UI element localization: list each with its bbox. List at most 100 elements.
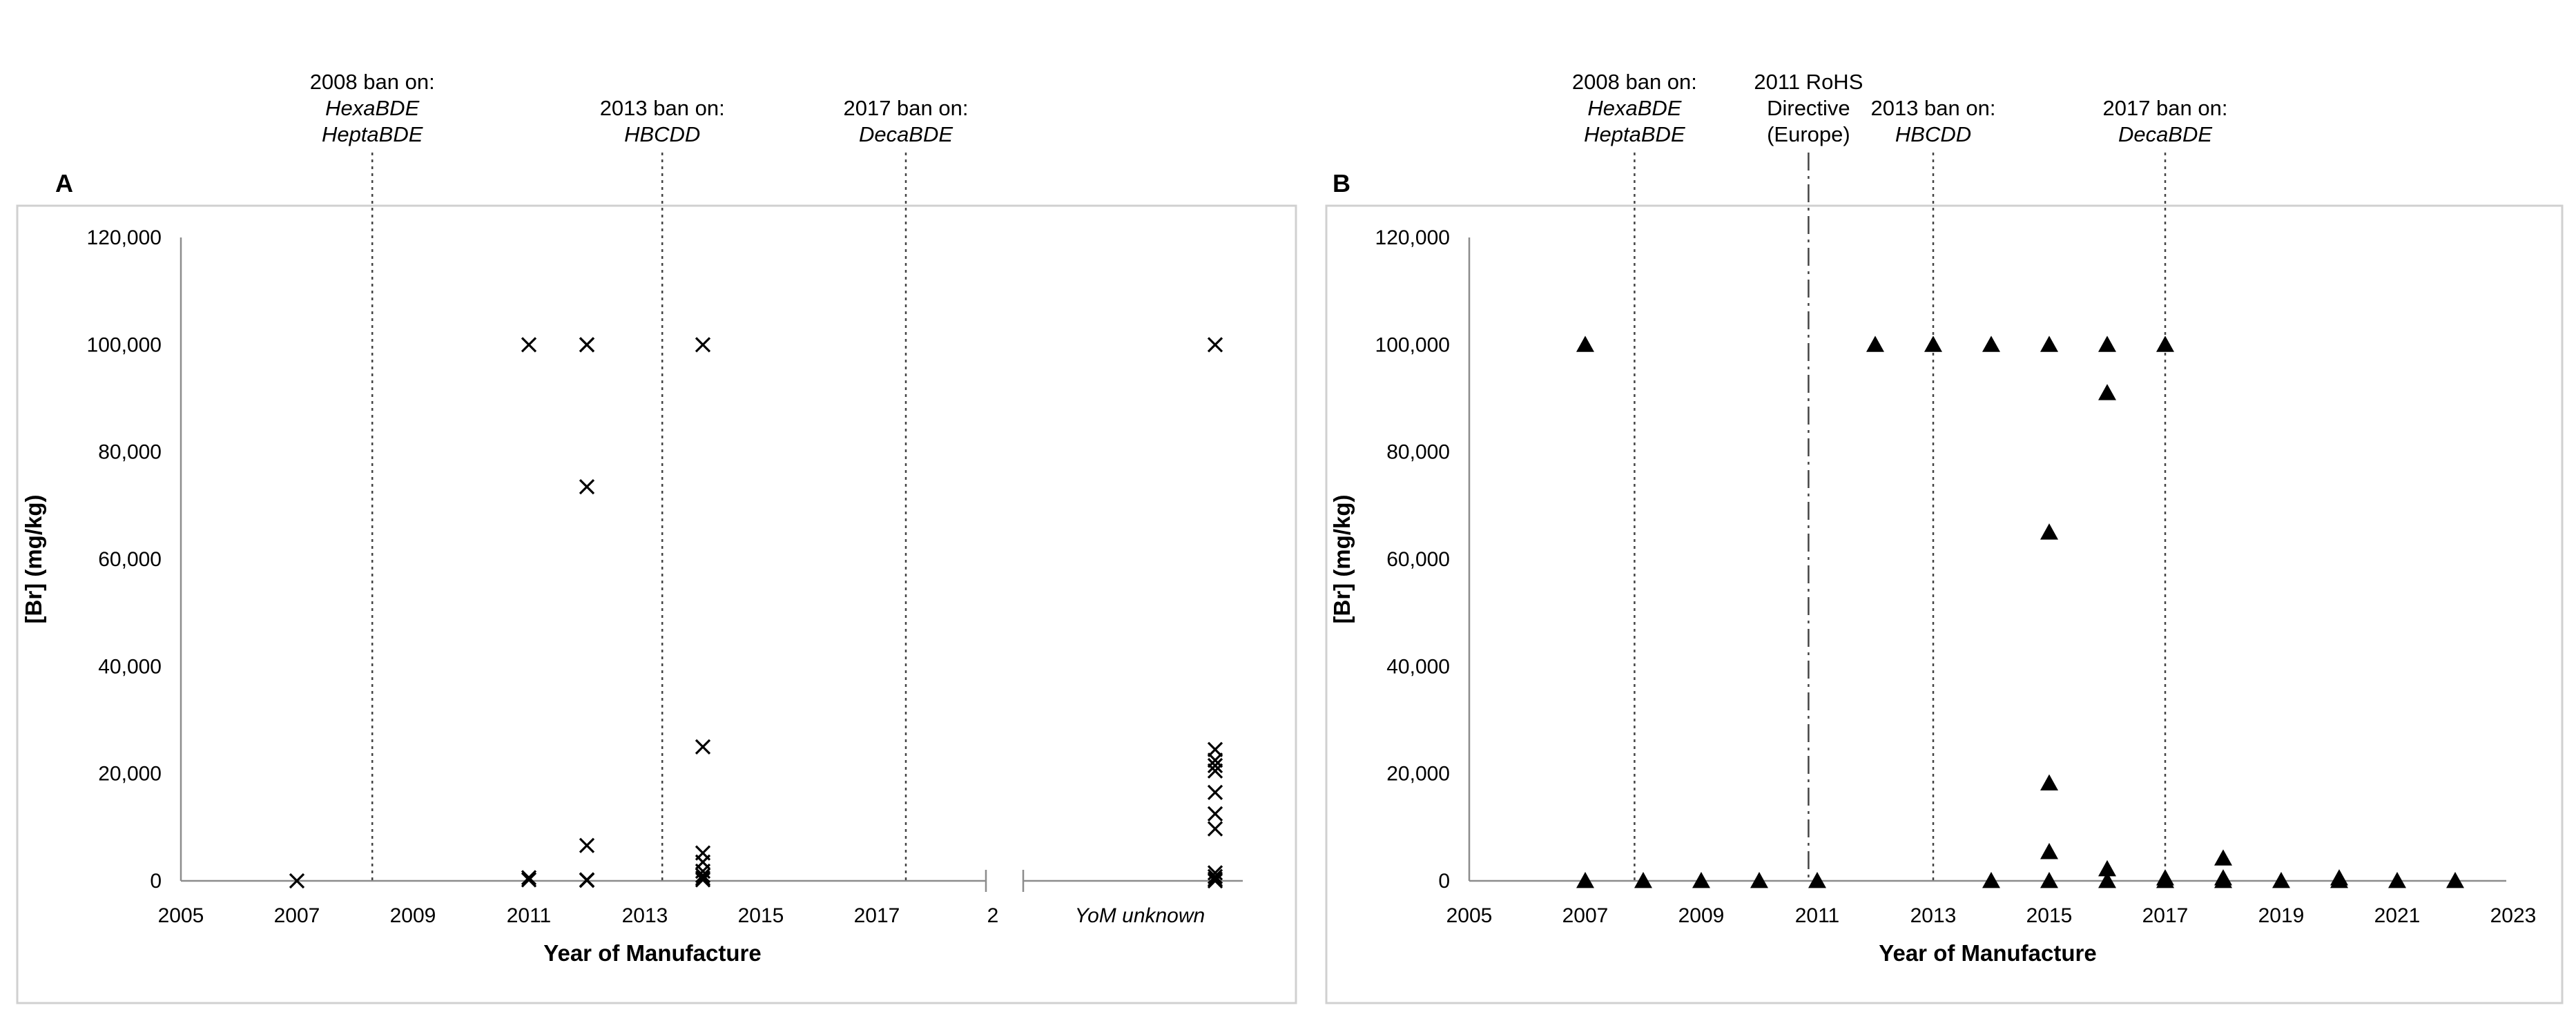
data-point-x <box>521 870 537 886</box>
data-point-x <box>579 837 595 853</box>
data-point-triangle <box>2272 872 2290 888</box>
y-tick-label: 100,000 <box>87 333 162 356</box>
annotation-text: 2017 ban on: <box>2102 96 2227 120</box>
data-point-x <box>695 868 711 884</box>
yom-unknown-label: YoM unknown <box>1075 904 1205 927</box>
data-point-triangle <box>2156 872 2174 888</box>
y-tick-label: 40,000 <box>98 655 162 678</box>
data-point-x <box>1207 868 1223 884</box>
data-point-x <box>289 873 305 889</box>
annotation-text: HBCDD <box>624 122 700 146</box>
data-point-triangle <box>1808 872 1826 888</box>
data-point-x <box>579 337 595 353</box>
data-point-x <box>1207 806 1223 822</box>
y-axis-title: [Br] (mg/kg) <box>1329 495 1355 624</box>
data-point-triangle <box>2330 872 2348 888</box>
y-tick-label: 40,000 <box>1386 655 1450 678</box>
panel-label: A <box>55 169 73 197</box>
data-point-triangle <box>2446 872 2464 888</box>
data-point-x <box>695 870 711 886</box>
x-tick-label: 2 <box>987 904 999 927</box>
data-point-triangle <box>2040 523 2058 540</box>
x-tick-label: 2009 <box>390 904 436 927</box>
data-point-triangle <box>1982 872 2000 888</box>
y-tick-label: 80,000 <box>1386 441 1450 464</box>
panel-b: B 0 20,000 40,000 60,000 80,000 100,000 120,000… <box>1325 70 2564 1004</box>
annotation-text: 2008 ban on: <box>310 70 435 94</box>
annotation-text: 2017 ban on: <box>843 96 968 120</box>
y-tick-label: 60,000 <box>98 548 162 571</box>
x-tick-label: 2021 <box>2374 904 2421 927</box>
data-point-x <box>579 479 595 495</box>
x-tick-label: 2007 <box>1562 904 1609 927</box>
annotation-text: DecaBDE <box>859 122 953 146</box>
x-tick-label: 2011 <box>507 904 552 927</box>
y-axis-title: [Br] (mg/kg) <box>21 495 46 624</box>
annotation-text: HexaBDE <box>325 96 419 120</box>
data-point-triangle <box>2214 849 2232 866</box>
x-tick-label: 2015 <box>738 904 784 927</box>
panel-frame <box>1325 204 2564 1004</box>
data-point-triangle <box>2040 336 2058 352</box>
x-tick-label: 2013 <box>1910 904 1957 927</box>
y-tick-label: 80,000 <box>98 441 162 464</box>
y-tick-label: 20,000 <box>1386 763 1450 786</box>
x-tick-label: 2005 <box>158 904 204 927</box>
data-point-triangle <box>2098 336 2116 352</box>
data-point-x <box>695 739 711 755</box>
data-point-triangle <box>1576 336 1594 352</box>
data-point-x <box>1207 784 1223 800</box>
y-tick-label: 60,000 <box>1386 548 1450 571</box>
data-point-x <box>1207 821 1223 837</box>
annotation-text: HeptaBDE <box>322 122 423 146</box>
data-point-x <box>1207 337 1223 353</box>
annotation-text: Directive <box>1767 96 1850 120</box>
data-point-x <box>521 872 537 888</box>
x-tick-label: 2023 <box>2490 904 2537 927</box>
data-point-x <box>695 872 711 888</box>
x-tick-label: 2005 <box>1446 904 1493 927</box>
annotation-text: 2013 ban on: <box>1870 96 1995 120</box>
data-point-x <box>695 337 711 353</box>
annotation-text: 2013 ban on: <box>600 96 725 120</box>
data-point-triangle <box>1692 872 1710 888</box>
annotation-text: HexaBDE <box>1587 96 1681 120</box>
x-tick-label: 2019 <box>2258 904 2305 927</box>
data-point-triangle <box>1866 336 1884 352</box>
x-tick-label: 2007 <box>274 904 320 927</box>
y-tick-label: 100,000 <box>1375 333 1450 356</box>
panel-a: A 0 20,000 40,000 60,000 80,000 100,000 120,000… <box>16 70 1297 1004</box>
data-point-x <box>521 337 537 353</box>
data-point-triangle <box>2388 872 2406 888</box>
x-axis-title: Year of Manufacture <box>543 940 761 966</box>
y-tick-label: 20,000 <box>98 763 162 786</box>
x-axis-title: Year of Manufacture <box>1879 940 2096 966</box>
data-point-triangle <box>2098 859 2116 877</box>
data-point-triangle <box>1634 872 1652 888</box>
data-point-x <box>1207 763 1223 779</box>
data-point-triangle <box>2098 384 2116 400</box>
data-point-triangle <box>2214 872 2232 888</box>
y-tick-label: 120,000 <box>87 226 162 249</box>
data-point-triangle <box>1576 872 1594 888</box>
x-tick-label: 2011 <box>1795 904 1840 927</box>
annotation-text: 2011 RoHS <box>1754 70 1863 94</box>
data-point-triangle <box>2156 336 2174 352</box>
annotation-text: DecaBDE <box>2118 122 2212 146</box>
panel-label: B <box>1333 169 1350 197</box>
annotation-text: 2008 ban on: <box>1572 70 1697 94</box>
y-tick-label: 120,000 <box>1375 226 1450 249</box>
data-point-triangle <box>1982 336 2000 352</box>
data-point-x <box>579 873 595 888</box>
data-point-x <box>1207 871 1223 887</box>
data-point-triangle <box>2098 872 2116 888</box>
x-tick-label: 2009 <box>1678 904 1725 927</box>
y-tick-label: 0 <box>150 870 162 893</box>
x-tick-label: 2017 <box>854 904 900 927</box>
data-point-triangle <box>1750 872 1768 888</box>
y-tick-label: 0 <box>1438 870 1450 893</box>
panel-frame <box>16 204 1297 1004</box>
annotation-text: HBCDD <box>1895 122 1971 146</box>
annotation-text: (Europe) <box>1767 122 1850 146</box>
